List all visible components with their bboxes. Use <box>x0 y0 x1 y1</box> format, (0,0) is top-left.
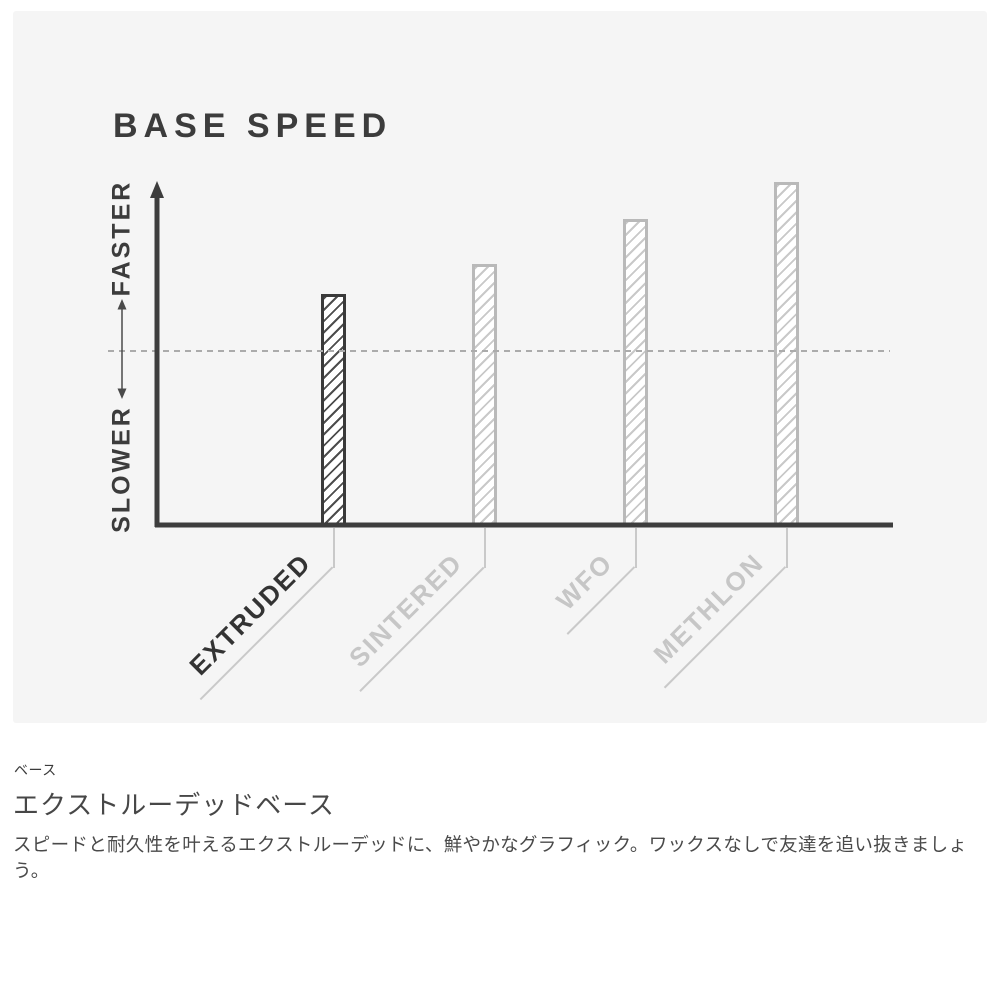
x-label-wfo: WFO <box>540 540 635 635</box>
bar-sintered <box>471 264 497 527</box>
x-label-leader-extruded <box>333 528 335 568</box>
x-label-leader-sintered <box>484 528 486 568</box>
x-label-methlon: METHLON <box>637 540 786 689</box>
footer-category-label: ベース <box>14 762 57 778</box>
chart-title: BASE SPEED <box>113 107 393 145</box>
y-axis-label-faster: FASTER <box>107 179 136 297</box>
x-label-extruded: EXTRUDED <box>172 540 333 701</box>
y-axis-label-slower: SLOWER <box>107 405 136 533</box>
bar-extruded <box>320 294 346 527</box>
bars-layer: FASTER SLOWER EXTRUDED SINTERED WFO METHLON <box>13 11 987 723</box>
footer-heading: エクストルーデッドベース <box>13 790 335 820</box>
bar-methlon <box>773 182 799 527</box>
chart-panel: BASE SPEED FASTER SLOWER EXTRUDED SINTERE… <box>13 11 987 723</box>
x-label-sintered: SINTERED <box>331 540 484 693</box>
x-label-leader-methlon <box>786 528 788 568</box>
footer-description: スピードと耐久性を叶えるエクストルーデッドに、鮮やかなグラフィック。ワックスなし… <box>13 834 968 881</box>
bar-wfo <box>622 219 648 527</box>
x-label-leader-wfo <box>635 528 637 568</box>
